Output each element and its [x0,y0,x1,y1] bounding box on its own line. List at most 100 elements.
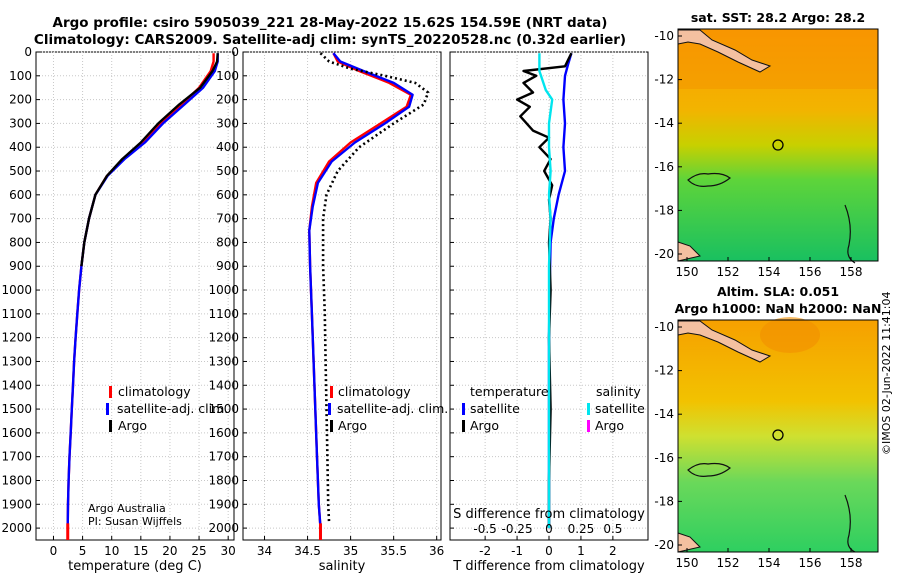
salinity-legend: climatology satellite-adj. clim. Argo [328,384,448,433]
temperature-legend: climatology satellite-adj. clim. Argo [106,384,228,433]
x-tick-label: 10 [104,544,119,558]
difference-xlabel: T difference from climatology [452,559,645,574]
x-tick-label: 15 [133,544,148,558]
x-tick-label: 35 [343,544,358,558]
lat-tick-label: -14 [654,116,674,130]
lat-tick-label: -14 [654,407,674,421]
x-tick-label: 36 [429,544,444,558]
lat-tick-label: -20 [654,538,674,552]
legend-label-temp-argo: Argo [470,418,499,433]
y-tick-label: 1100 [1,307,32,321]
top-tick-label: 0.5 [603,522,622,536]
lon-tick-label: 156 [799,265,822,279]
legend-label-sal-satellite: satellite [595,401,645,416]
y-tick-label: 1900 [208,497,239,511]
x-tick-label: 20 [162,544,177,558]
series-line-salinity-satellite [538,53,554,529]
lon-tick-label: 150 [676,556,699,570]
y-tick-label: 300 [216,116,239,130]
x-tick-label: 35.5 [380,544,407,558]
sst-map-frame [677,28,879,262]
x-tick-label: 0 [50,544,58,558]
legend-swatch-temp-argo [462,420,465,432]
y-tick-label: 1700 [1,450,32,464]
y-tick-label: 1700 [208,450,239,464]
sst-map-title: sat. SST: 28.2 Argo: 28.2 [691,10,865,25]
salinity-series [308,52,430,540]
legend-swatch-argo [109,420,112,432]
difference-series [515,52,573,529]
x-tick-label: 30 [221,544,236,558]
y-tick-label: 900 [216,259,239,273]
lat-tick-label: -16 [654,160,674,174]
imos-watermark: ©IMOS 02-Jun-2022 11:41:04 [880,291,893,455]
legend-label-satellite-clim: satellite-adj. clim. [117,401,228,416]
y-tick-label: 1400 [1,378,32,392]
sst-reef-contour [844,204,856,264]
legend-title-temperature: temperature [470,384,549,399]
lat-tick-label: -10 [654,29,674,43]
sla-high-anomaly [760,317,820,353]
temperature-xlabel: temperature (deg C) [68,559,202,574]
y-tick-label: 1100 [208,307,239,321]
legend-label-sal-argo: Argo [595,418,624,433]
y-tick-label: 1500 [1,402,32,416]
sla-field [678,320,878,552]
x-tick-label: 1 [577,544,585,558]
legend-swatch-climatology [330,386,333,398]
sla-reef-contour [844,494,856,553]
lat-tick-label: -18 [654,203,674,217]
y-tick-label: 100 [9,69,32,83]
figure-title-line1: Argo profile: csiro 5905039_221 28-May-2… [52,15,608,31]
lat-tick-label: -16 [654,451,674,465]
temperature-axes-frame [35,51,235,541]
x-tick-label: 2 [609,544,617,558]
series-line-argo [80,53,219,267]
y-tick-label: 1400 [208,378,239,392]
lat-tick-label: -20 [654,247,674,261]
salinity-grid [243,51,441,540]
lon-tick-label: 150 [676,265,699,279]
sla-map-title-line2: Argo h1000: NaN h2000: NaN [675,301,882,316]
y-tick-label: 2000 [1,521,32,535]
salinity-ticks: 0 100 200 300 400 500 600 700 800 900 1000 1100 1200… [208,45,444,558]
legend-swatch-sal-argo [587,420,590,432]
difference-legend: temperature salinity satellite Argo sate… [462,384,645,433]
argo-location-marker [772,429,784,441]
y-tick-label: 1800 [208,473,239,487]
lon-tick-label: 154 [758,265,781,279]
sst-map: sat. SST: 28.2 Argo: 28.2 -10-12-14-16-1… [654,10,879,279]
x-tick-label: -2 [479,544,491,558]
sla-map: Altim. SLA: 0.051 Argo h1000: NaN h2000:… [654,284,881,570]
y-tick-label: 1500 [208,402,239,416]
y-tick-label: 0 [24,45,32,59]
legend-swatch-temp-satellite [462,403,465,415]
y-tick-label: 1900 [1,497,32,511]
y-tick-label: 0 [231,45,239,59]
x-tick-label: 5 [79,544,87,558]
salinity-panel: 0 100 200 300 400 500 600 700 800 900 1000 1100 1200… [208,45,448,574]
top-tick-label: -0.5 [473,522,496,536]
difference-top-xlabel: S difference from climatology [453,507,645,522]
y-tick-label: 900 [9,259,32,273]
legend-label-climatology: climatology [118,384,191,399]
x-tick-label: 34 [257,544,272,558]
temperature-panel: 0100200300400500600700800900100011001200… [1,45,235,574]
sla-landmass [677,320,772,363]
sst-field [678,29,878,261]
legend-label-climatology: climatology [338,384,411,399]
lat-tick-label: -18 [654,494,674,508]
y-tick-label: 700 [216,212,239,226]
credit-line1: Argo Australia [88,502,166,515]
difference-panel: -2 -1 0 1 2 -0.5 -0.25 0 0.25 0.5 T difference fr… [449,51,649,574]
salinity-xlabel: salinity [319,559,366,574]
lon-tick-label: 158 [840,265,863,279]
y-tick-label: 1200 [1,331,32,345]
lat-tick-label: -10 [654,320,674,334]
argo-location-marker [772,139,784,151]
top-tick-label: -0.25 [502,522,533,536]
legend-label-satellite-clim: satellite-adj. clim. [337,401,448,416]
